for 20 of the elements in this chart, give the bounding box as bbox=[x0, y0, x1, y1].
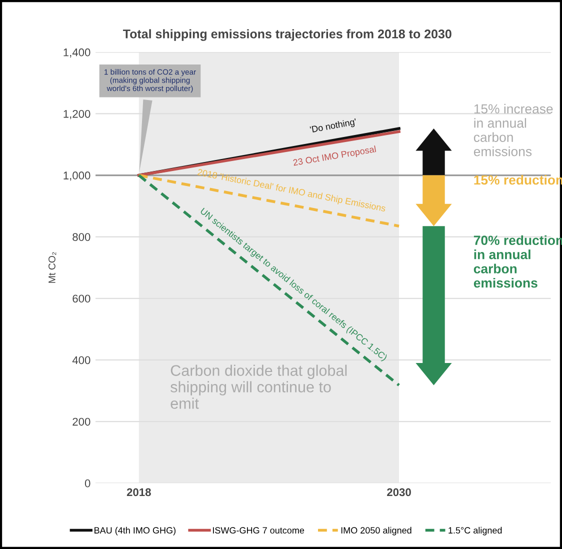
y-tick-label: 200 bbox=[72, 418, 90, 426]
legend-label: IMO 2050 aligned bbox=[341, 526, 412, 536]
y-tick-label: 800 bbox=[72, 233, 90, 241]
band-label: Carbon dioxide that global shipping will continue to emit bbox=[170, 364, 347, 409]
y-tick-label: 400 bbox=[72, 356, 90, 364]
x-tick-label: 2030 bbox=[387, 488, 411, 496]
y-tick-label: 1,200 bbox=[64, 110, 90, 120]
x-tick-label: 2018 bbox=[126, 488, 151, 496]
chart-title: Total shipping emissions trajectories from 2018 to 2030 bbox=[122, 29, 452, 41]
y-axis-title: Mt CO₂ bbox=[48, 252, 56, 283]
annotation: 23 Oct IMO Proposal bbox=[292, 145, 376, 168]
y-tick-label: 1,400 bbox=[64, 48, 90, 58]
legend-label: ISWG-GHG 7 outcome bbox=[212, 527, 304, 534]
y-tick-label: 0 bbox=[84, 479, 90, 488]
annotation: 'Do nothing' bbox=[310, 118, 357, 135]
legend-label: 1.5°C aligned bbox=[448, 526, 502, 536]
annotation: 15% increase in annual carbon emissions bbox=[474, 104, 553, 156]
y-tick-label: 600 bbox=[72, 294, 90, 303]
legend-label: BAU (4th IMO GHG) bbox=[94, 526, 176, 536]
y-tick-label: 1,000 bbox=[64, 172, 90, 181]
